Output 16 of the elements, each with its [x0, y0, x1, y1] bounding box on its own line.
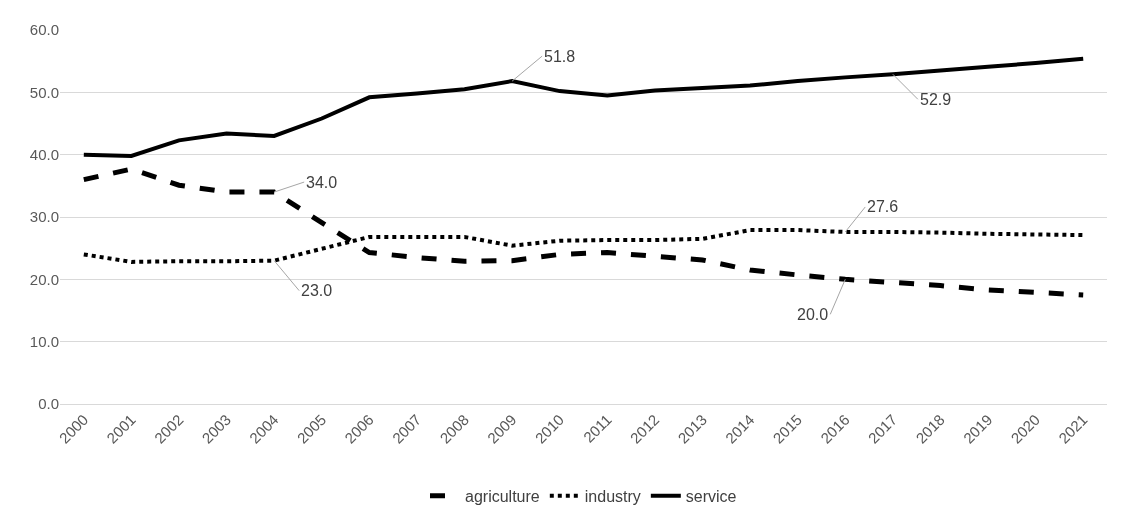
legend-label: industry [584, 487, 641, 505]
y-tick-label: 40.0 [29, 145, 59, 163]
legend-label: service [685, 487, 737, 505]
annotation: 27.6 [867, 198, 899, 215]
legend-label: agriculture [465, 487, 540, 505]
y-tick-label: 50.0 [29, 83, 59, 101]
annotation: 51.8 [544, 48, 576, 65]
y-tick-label: 30.0 [29, 208, 59, 226]
annotation: 20.0 [797, 306, 829, 323]
annotation: 52.9 [920, 91, 952, 108]
y-tick-label: 20.0 [29, 270, 59, 288]
annotation: 23.0 [301, 282, 333, 299]
y-tick-label: 0.0 [38, 395, 59, 413]
y-tick-label: 10.0 [29, 332, 59, 350]
y-tick-label: 60.0 [29, 21, 59, 39]
annotation: 34.0 [306, 174, 338, 191]
